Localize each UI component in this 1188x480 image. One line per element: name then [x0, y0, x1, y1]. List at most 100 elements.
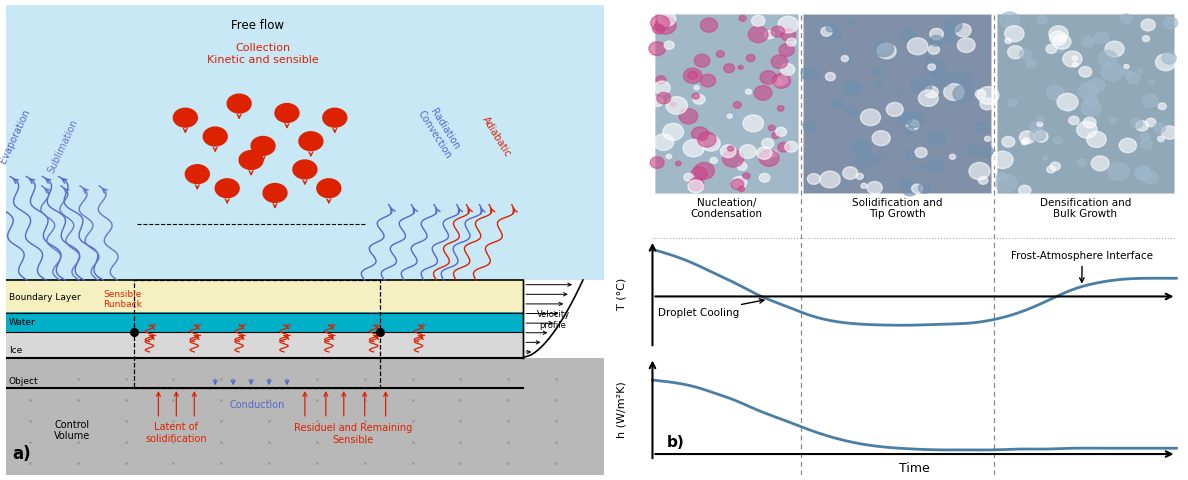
Circle shape — [861, 145, 865, 149]
Circle shape — [1120, 14, 1132, 23]
Circle shape — [1131, 119, 1143, 128]
Circle shape — [1158, 103, 1167, 109]
Circle shape — [776, 127, 786, 136]
Text: Adiabatic: Adiabatic — [480, 115, 512, 158]
Circle shape — [1057, 93, 1079, 111]
Circle shape — [1079, 83, 1098, 99]
Circle shape — [760, 71, 777, 84]
Circle shape — [910, 77, 931, 95]
Circle shape — [771, 26, 784, 37]
Circle shape — [950, 71, 972, 89]
Circle shape — [689, 178, 703, 191]
Circle shape — [722, 150, 744, 167]
Circle shape — [857, 173, 864, 180]
Circle shape — [848, 82, 861, 93]
Circle shape — [658, 12, 676, 26]
Circle shape — [905, 112, 924, 127]
Circle shape — [1083, 95, 1098, 106]
Circle shape — [1126, 73, 1140, 84]
Circle shape — [1143, 95, 1158, 108]
Circle shape — [969, 162, 990, 180]
Circle shape — [765, 31, 775, 39]
Circle shape — [1138, 69, 1143, 73]
Circle shape — [1098, 50, 1117, 66]
Circle shape — [683, 68, 702, 84]
Circle shape — [1162, 52, 1176, 64]
Bar — [6, 312, 523, 332]
Circle shape — [860, 109, 880, 126]
Circle shape — [899, 178, 910, 187]
Circle shape — [1045, 45, 1057, 53]
Circle shape — [939, 84, 944, 88]
Circle shape — [980, 98, 994, 110]
Circle shape — [975, 122, 990, 134]
Circle shape — [877, 156, 885, 162]
Circle shape — [803, 120, 817, 132]
Circle shape — [691, 127, 708, 141]
Circle shape — [1001, 136, 1015, 147]
Circle shape — [720, 145, 737, 157]
Text: Collection
Kinetic and sensible: Collection Kinetic and sensible — [207, 43, 318, 65]
Circle shape — [843, 82, 860, 96]
Circle shape — [650, 157, 664, 168]
Circle shape — [930, 28, 943, 40]
Text: Velocity
profile: Velocity profile — [537, 310, 569, 330]
Circle shape — [1022, 140, 1028, 145]
Circle shape — [1157, 136, 1164, 142]
Circle shape — [1156, 54, 1176, 71]
Circle shape — [980, 145, 993, 157]
Circle shape — [899, 28, 916, 41]
Circle shape — [927, 159, 944, 173]
Circle shape — [173, 108, 197, 127]
Circle shape — [1049, 31, 1067, 45]
Circle shape — [1076, 121, 1097, 138]
Text: b): b) — [666, 435, 684, 450]
Circle shape — [655, 17, 676, 34]
Circle shape — [680, 108, 697, 124]
Circle shape — [1143, 171, 1158, 184]
Circle shape — [821, 27, 833, 36]
Circle shape — [1073, 62, 1078, 67]
Circle shape — [1143, 36, 1150, 42]
Text: Time: Time — [899, 462, 930, 475]
Circle shape — [955, 24, 972, 37]
Circle shape — [757, 147, 772, 159]
Circle shape — [652, 24, 664, 34]
Circle shape — [918, 90, 939, 107]
Circle shape — [746, 89, 752, 94]
Circle shape — [697, 132, 716, 147]
Circle shape — [655, 81, 670, 95]
Text: T (°C): T (°C) — [617, 278, 626, 310]
Circle shape — [920, 166, 924, 170]
Circle shape — [666, 96, 688, 114]
Text: Densification and
Bulk Growth: Densification and Bulk Growth — [1040, 198, 1131, 219]
Circle shape — [1136, 120, 1149, 131]
Text: Residuel and Remaining
Sensible: Residuel and Remaining Sensible — [293, 423, 412, 444]
Circle shape — [1035, 131, 1048, 142]
Text: Control
Volume: Control Volume — [53, 420, 90, 441]
Circle shape — [651, 97, 663, 107]
Circle shape — [985, 136, 991, 141]
Circle shape — [943, 84, 963, 100]
Circle shape — [694, 54, 710, 67]
Circle shape — [1037, 122, 1043, 126]
Circle shape — [872, 131, 890, 145]
Circle shape — [906, 120, 920, 130]
Circle shape — [732, 176, 747, 189]
Circle shape — [702, 136, 720, 151]
Circle shape — [781, 29, 796, 41]
Circle shape — [770, 151, 777, 157]
Circle shape — [1000, 12, 1019, 28]
Circle shape — [903, 183, 917, 196]
Circle shape — [1081, 36, 1094, 47]
Circle shape — [1146, 118, 1156, 127]
Circle shape — [649, 42, 665, 56]
Circle shape — [738, 186, 745, 192]
Circle shape — [857, 152, 876, 168]
Circle shape — [1030, 121, 1043, 133]
Circle shape — [1050, 162, 1061, 170]
Circle shape — [215, 179, 239, 198]
Circle shape — [759, 150, 779, 166]
Circle shape — [676, 161, 681, 166]
Circle shape — [1005, 25, 1024, 42]
